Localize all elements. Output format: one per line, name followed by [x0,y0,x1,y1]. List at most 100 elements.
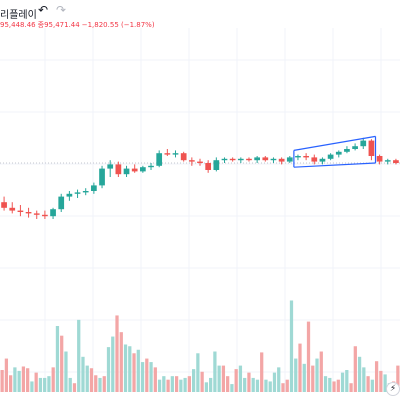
volume-bar [366,376,370,392]
candle-body [180,153,187,161]
volume-bar [323,376,328,392]
volume-bar [106,347,111,392]
volume-bar [200,371,204,392]
candle-body [262,157,269,161]
volume-bar [145,358,149,392]
volume-bar [68,377,72,392]
candle-body [197,161,203,163]
volume-bar [157,379,162,392]
candle-body [50,209,56,217]
candle-body [344,149,350,152]
candle-body [311,157,318,162]
channel-upper-line [293,135,376,151]
volume-bar [306,321,311,392]
volume-bar [9,375,13,392]
volume-bar [268,381,272,392]
volume-bar [217,365,221,392]
volume-bar [332,381,336,392]
volume-bar [226,376,230,392]
volume-bar [43,377,47,392]
volume-bar [55,326,60,392]
candle-body [278,158,285,162]
volume-bar [357,356,362,392]
volume-bar [315,358,319,392]
volume-bar [179,379,183,392]
volume-bar [51,367,55,392]
candle-body [91,185,97,191]
volume-bar [264,379,268,392]
candle-body [140,167,146,172]
volume-bar [204,382,209,392]
candle-body [254,157,260,161]
volume-bar [319,351,323,392]
volume-bar [328,377,332,392]
candle-body [9,207,16,211]
volume-bar [260,352,264,392]
candle-body [66,193,73,197]
ohlc-legend: 95,448.46 종95,471.44 −1,820.55 (−1.87%) [0,20,157,30]
volume-bar [4,358,9,392]
volume-bar [183,377,187,392]
volume-bar [187,376,191,392]
candle-body [188,160,195,162]
volume-bar [311,365,315,392]
volume-bar [255,379,260,392]
ohlc-high: 95,448.46 [0,21,36,29]
replay-label[interactable]: 리플레이 [0,10,37,21]
candle-body [246,158,252,161]
undo-icon[interactable]: ↶ [38,3,49,17]
candle-body [229,158,236,161]
volume-bar [396,365,400,392]
candle-body [74,192,81,194]
volume-bar [115,315,119,392]
volume-bar [60,335,64,392]
redo-icon[interactable]: ↷ [56,3,67,17]
volume-bar [81,356,85,392]
volume-bar [191,369,196,392]
candle-body [376,156,383,162]
volume-bar [213,351,217,392]
chart-toolbar: 리플레이 ↶ ↷ [0,0,400,28]
volume-bar [119,332,123,392]
volume-bar [162,376,166,392]
candle-body [1,202,7,208]
candle-body [172,153,179,155]
volume-bar [243,377,247,392]
candle-body [237,158,244,161]
candle-body [295,156,301,158]
flash-icon[interactable]: ⚡ [386,382,400,396]
volume-bar [289,300,294,392]
volume-bar [111,336,115,392]
volume-bar [94,375,98,392]
volume-bar [370,379,374,392]
volume-bar [77,319,81,392]
candle-body [148,165,154,168]
ohlc-change: −1,820.55 (−1.87%) [81,21,155,29]
candle-body [42,214,48,217]
volume-bar [174,376,179,392]
volume-bar [0,370,4,392]
volume-bar [13,367,17,392]
candle-body [107,164,114,169]
volume-bar [272,372,277,392]
volume-bar [294,358,298,392]
volume-bar [149,362,153,392]
volume-bar [166,379,170,392]
volume-bar [362,367,366,392]
volume-bar [72,383,77,392]
volume-bar [123,344,128,392]
candle-body [99,168,105,186]
volume-bar [102,376,106,392]
candle-body [58,196,65,210]
volume-bar [170,376,174,392]
candle-body [319,158,326,162]
candle-body [286,157,293,162]
candle-body [123,168,130,175]
volume-bar [234,369,238,392]
volume-bar [89,368,94,392]
candle-body [156,153,163,166]
volume-bar [374,361,379,392]
volume-bar [379,370,383,392]
volume-bar [132,353,136,392]
